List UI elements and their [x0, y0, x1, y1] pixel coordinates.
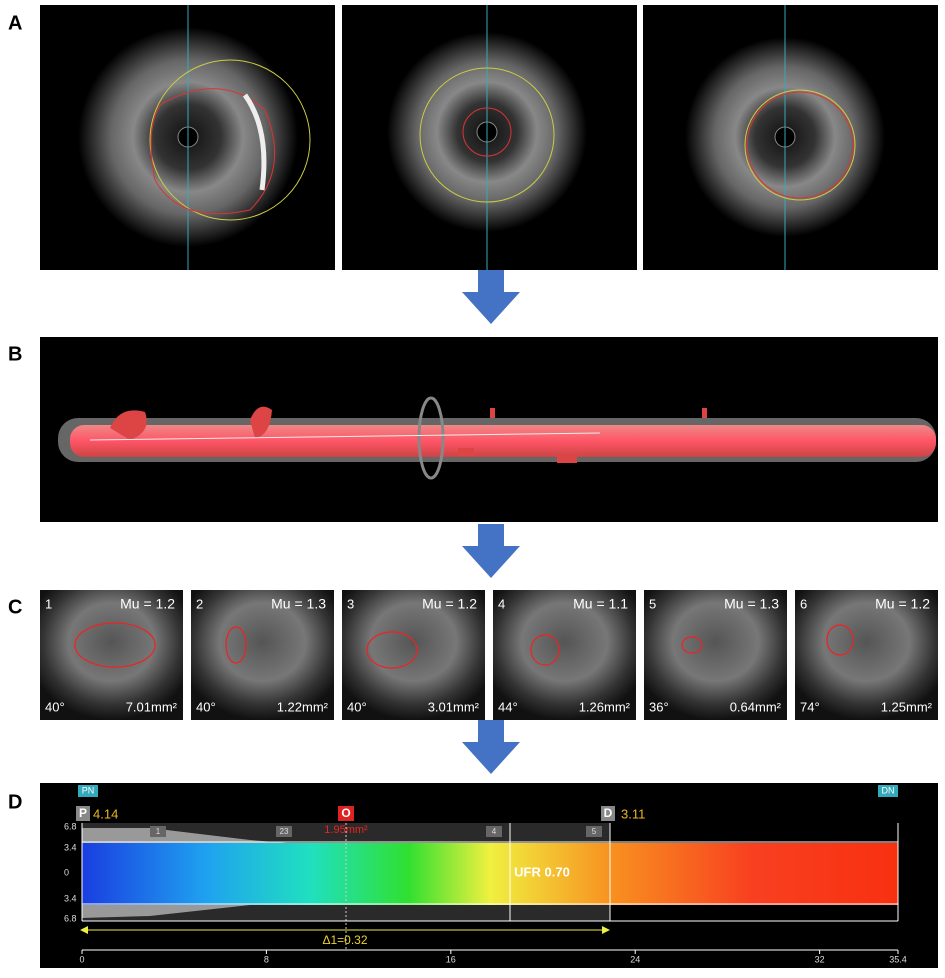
- ivus-image: [342, 5, 637, 270]
- y-label: 6.8: [64, 913, 77, 923]
- vessel-3d: [40, 337, 938, 522]
- panel-label: C: [8, 596, 22, 618]
- panel-label: A: [8, 12, 22, 34]
- arrow: [462, 270, 520, 324]
- panel-label: B: [8, 343, 22, 365]
- marker-value: 3.11: [621, 806, 645, 821]
- frame-image: [191, 590, 334, 720]
- frame-image: [40, 590, 183, 720]
- ivus-image: [643, 5, 938, 270]
- ivus-frame: 1 Mu = 1.2 40° 7.01mm²: [40, 590, 183, 720]
- frame-mu: Mu = 1.2: [422, 596, 477, 612]
- frame-mu: Mu = 1.2: [875, 596, 930, 612]
- frame-area: 0.64mm²: [730, 699, 782, 714]
- frame-area: 7.01mm²: [126, 699, 178, 714]
- delta-label: Δ1=0.32: [322, 933, 367, 947]
- y-label: 0: [64, 867, 69, 877]
- segment-marker: 23: [280, 827, 289, 836]
- y-label: 6.8: [64, 821, 77, 831]
- marker: D: [604, 806, 613, 820]
- ufr-label: UFR 0.70: [514, 864, 570, 879]
- ivus-frame: 6 Mu = 1.2 74° 1.25mm²: [795, 590, 938, 720]
- lesion-outline: [74, 622, 156, 668]
- ivus-frame: 4 Mu = 1.1 44° 1.26mm²: [493, 590, 636, 720]
- frame-mu: Mu = 1.1: [573, 596, 628, 612]
- marker: O: [341, 806, 350, 820]
- arrow: [462, 720, 520, 774]
- frame-index: 4: [498, 596, 505, 611]
- segment-box: [586, 826, 602, 837]
- segment-marker: 1: [156, 827, 161, 836]
- ffr-panel: PN DN P 4.14 O 1.95mm² D 3.11 UFR 0.70 Δ…: [40, 783, 938, 968]
- x-tick-label: 24: [630, 954, 640, 964]
- frame-index: 1: [45, 596, 52, 611]
- frame-image: [342, 590, 485, 720]
- y-label: 3.4: [64, 893, 77, 903]
- ivus-frame: 3 Mu = 1.2 40° 3.01mm²: [342, 590, 485, 720]
- lesion-outline: [826, 624, 854, 656]
- segment-box: [150, 826, 166, 837]
- segment-box: [276, 826, 292, 837]
- x-tick-label: 35.4: [889, 954, 907, 964]
- lesion-outline: [366, 631, 418, 669]
- x-tick-label: 16: [446, 954, 456, 964]
- ivus-frame: 2 Mu = 1.3 40° 1.22mm²: [191, 590, 334, 720]
- x-tick-label: 32: [815, 954, 825, 964]
- node-label: PN: [82, 785, 95, 795]
- frame-mu: Mu = 1.3: [271, 596, 326, 612]
- arrow: [462, 524, 520, 578]
- frame-image: [644, 590, 787, 720]
- frame-row: 1 Mu = 1.2 40° 7.01mm² 2 Mu = 1.3 40° 1.22mm² 3 M…: [40, 590, 938, 720]
- segment-box: [486, 826, 502, 837]
- frame-index: 6: [800, 596, 807, 611]
- ivus-frame: 5 Mu = 1.3 36° 0.64mm²: [644, 590, 787, 720]
- frame-angle: 40°: [196, 699, 216, 714]
- frame-area: 3.01mm²: [428, 699, 480, 714]
- ivus-image: [40, 5, 335, 270]
- frame-mu: Mu = 1.2: [120, 596, 175, 612]
- x-tick-label: 0: [79, 954, 84, 964]
- lesion-outline: [225, 626, 247, 664]
- frame-angle: 74°: [800, 699, 820, 714]
- frame-angle: 40°: [45, 699, 65, 714]
- frame-area: 1.22mm²: [277, 699, 329, 714]
- lesion-outline: [681, 636, 703, 654]
- frame-mu: Mu = 1.3: [724, 596, 779, 612]
- node-label: DN: [882, 785, 895, 795]
- frame-index: 3: [347, 596, 354, 611]
- frame-area: 1.26mm²: [579, 699, 631, 714]
- y-label: 3.4: [64, 842, 77, 852]
- lesion-outline: [530, 634, 560, 666]
- frame-index: 2: [196, 596, 203, 611]
- marker-value: 1.95mm²: [324, 824, 368, 836]
- segment-marker: 5: [592, 827, 597, 836]
- segment-marker: 4: [492, 827, 497, 836]
- frame-image: [493, 590, 636, 720]
- frame-image: [795, 590, 938, 720]
- panel-label: D: [8, 791, 22, 813]
- frame-angle: 44°: [498, 699, 518, 714]
- frame-angle: 36°: [649, 699, 669, 714]
- frame-angle: 40°: [347, 699, 367, 714]
- frame-area: 1.25mm²: [881, 699, 933, 714]
- x-tick-label: 8: [264, 954, 269, 964]
- marker-value: 4.14: [93, 806, 118, 821]
- frame-index: 5: [649, 596, 656, 611]
- marker: P: [79, 806, 87, 820]
